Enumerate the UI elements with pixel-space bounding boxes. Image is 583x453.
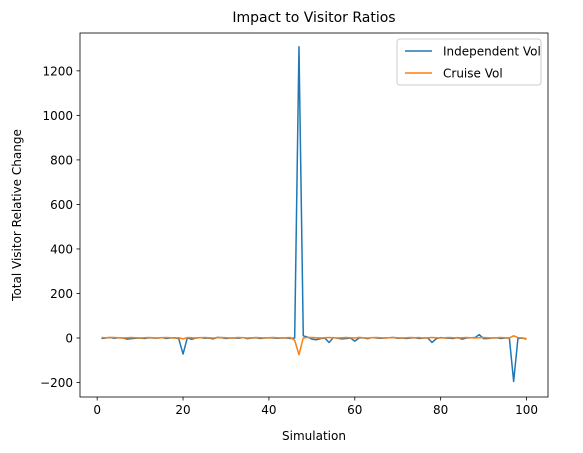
x-tick-label: 20 <box>175 403 190 417</box>
y-axis-ticks: −200 0 200 400 600 800 1000 1200 <box>40 64 80 390</box>
x-tick-label: 100 <box>515 403 538 417</box>
y-tick-label: 400 <box>50 242 73 256</box>
chart-title: Impact to Visitor Ratios <box>232 10 395 26</box>
x-tick-label: 40 <box>261 403 276 417</box>
y-tick-label: 0 <box>65 332 73 346</box>
x-axis-ticks: 0 20 40 60 80 100 <box>93 397 538 417</box>
y-axis-label: Total Visitor Relative Change <box>10 129 24 302</box>
y-tick-label: 200 <box>50 287 73 301</box>
series-line-1 <box>101 335 527 356</box>
legend-label-0: Independent Vol <box>443 45 541 59</box>
x-tick-label: 80 <box>433 403 448 417</box>
x-axis-label: Simulation <box>282 429 346 443</box>
y-tick-label: 1200 <box>42 64 73 78</box>
y-tick-label: −200 <box>40 376 73 390</box>
legend-label-1: Cruise Vol <box>443 67 503 81</box>
x-tick-label: 60 <box>347 403 362 417</box>
plot-frame <box>79 32 549 398</box>
legend: Independent Vol Cruise Vol <box>396 38 542 86</box>
plot-area <box>101 46 527 383</box>
series-line-0 <box>101 46 527 383</box>
x-tick-label: 0 <box>93 403 101 417</box>
y-tick-label: 1000 <box>42 109 73 123</box>
y-tick-label: 800 <box>50 153 73 167</box>
legend-box <box>396 38 542 86</box>
y-tick-label: 600 <box>50 198 73 212</box>
